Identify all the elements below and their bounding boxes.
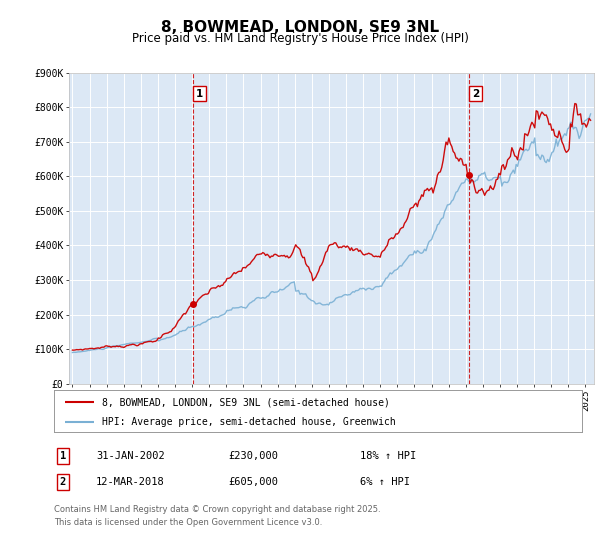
Text: 1: 1	[60, 451, 66, 461]
Text: 12-MAR-2018: 12-MAR-2018	[96, 477, 165, 487]
Text: 1: 1	[196, 88, 203, 99]
Text: £605,000: £605,000	[228, 477, 278, 487]
Text: Contains HM Land Registry data © Crown copyright and database right 2025.
This d: Contains HM Land Registry data © Crown c…	[54, 505, 380, 526]
Text: Price paid vs. HM Land Registry's House Price Index (HPI): Price paid vs. HM Land Registry's House …	[131, 32, 469, 45]
Text: £230,000: £230,000	[228, 451, 278, 461]
Text: 6% ↑ HPI: 6% ↑ HPI	[360, 477, 410, 487]
Text: 2: 2	[472, 88, 479, 99]
Text: 31-JAN-2002: 31-JAN-2002	[96, 451, 165, 461]
Text: 8, BOWMEAD, LONDON, SE9 3NL: 8, BOWMEAD, LONDON, SE9 3NL	[161, 20, 439, 35]
Text: 18% ↑ HPI: 18% ↑ HPI	[360, 451, 416, 461]
Text: HPI: Average price, semi-detached house, Greenwich: HPI: Average price, semi-detached house,…	[101, 417, 395, 427]
Text: 8, BOWMEAD, LONDON, SE9 3NL (semi-detached house): 8, BOWMEAD, LONDON, SE9 3NL (semi-detach…	[101, 397, 389, 407]
Text: 2: 2	[60, 477, 66, 487]
